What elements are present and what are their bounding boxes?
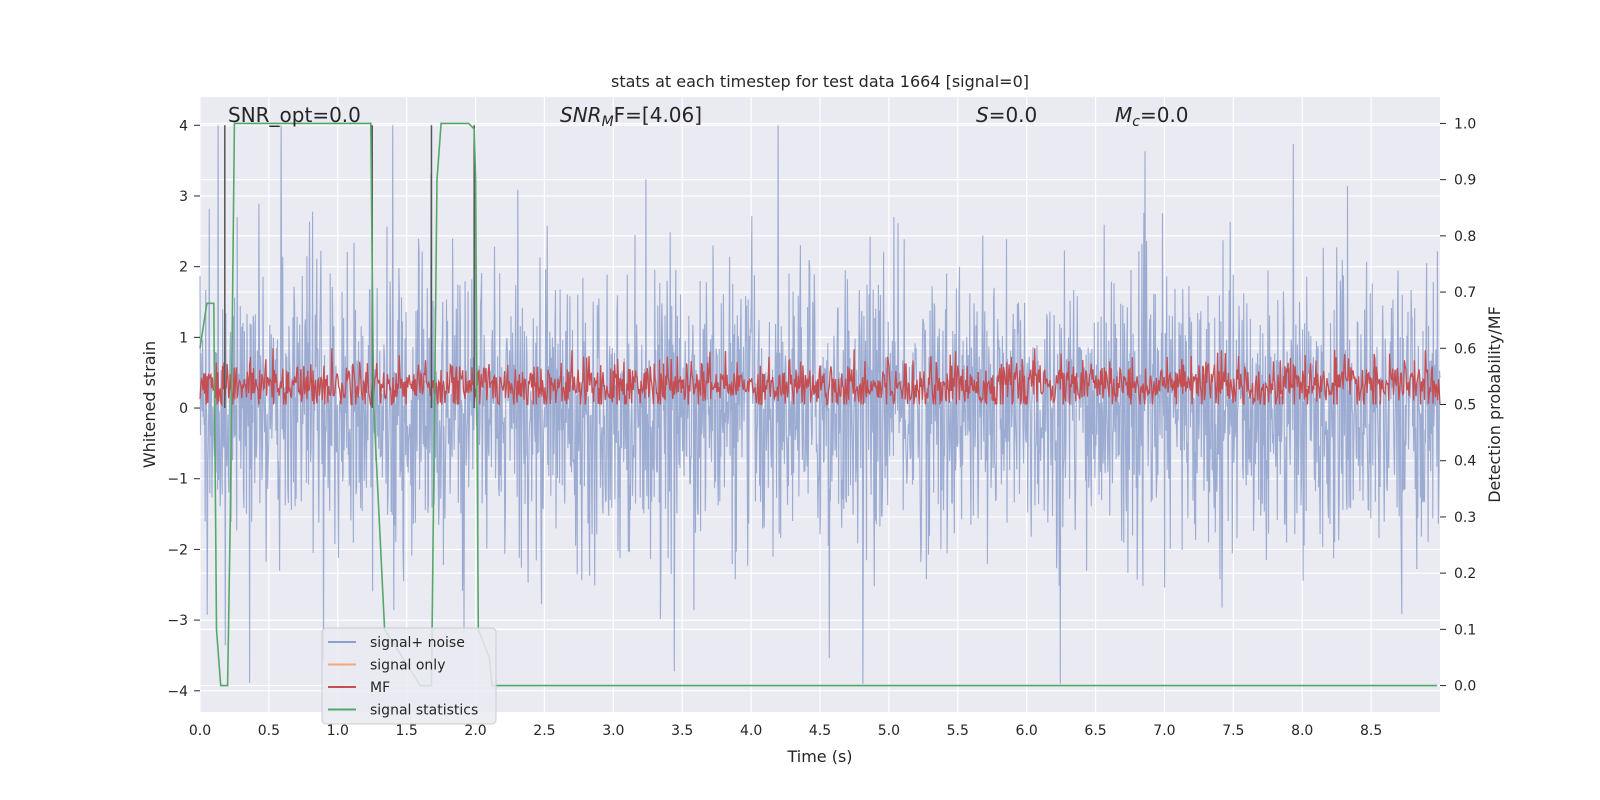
y-tick-label: 1 [179,330,188,346]
y-tick-label: −1 [167,472,188,488]
y2-tick-label: 0.3 [1454,510,1476,526]
legend-box [321,627,497,725]
x-tick-label: 1.5 [396,723,418,739]
x-tick-label: 7.5 [1222,723,1244,739]
y2-tick-label: 0.6 [1454,341,1476,357]
x-tick-label: 8.0 [1291,723,1313,739]
legend-label: signal statistics [370,703,478,719]
y-tick-label: 4 [179,118,188,134]
y2-tick-label: 1.0 [1454,116,1476,132]
x-tick-label: 6.0 [1016,723,1038,739]
x-axis-title: Time (s) [786,747,852,766]
x-tick-label: 1.0 [327,723,349,739]
y-tick-label: 2 [179,260,188,276]
y-tick-label: 3 [179,189,188,205]
y-tick-label: −3 [167,613,188,629]
x-tick-label: 4.5 [809,723,831,739]
annotation-1: SNR_opt=0.0 [228,103,361,127]
x-tick-label: 2.5 [533,723,555,739]
annotations: SNR_opt=0.0 SNRMF=[4.06] S=0.0 Mc=0.0 [228,103,1189,130]
legend-label: signal+ noise [370,635,465,651]
x-tick-label: 3.5 [671,723,693,739]
y-tick-label: 0 [179,401,188,417]
legend-label: signal only [370,658,445,674]
series-mf-line [199,348,1441,407]
x-tick-label: 3.0 [602,723,624,739]
y2-tick-label: 0.4 [1454,454,1476,470]
y2-tick-label: 0.1 [1454,622,1476,638]
y2-tick-label: 0.7 [1454,285,1476,301]
x-tick-label: 0.5 [258,723,280,739]
chart-title: stats at each timestep for test data 166… [611,72,1029,91]
annotation-3: S=0.0 [976,103,1037,127]
series-layer [199,122,1441,687]
y2-tick-label: 0.5 [1454,398,1476,414]
annotation-4: Mc=0.0 [1115,103,1189,130]
series-signal-statistics-line [199,122,1438,687]
x-tick-label: 5.5 [947,723,969,739]
x-tick-label: 4.0 [740,723,762,739]
y2-axis-title: Detection probability/MF [1485,306,1504,503]
x-tick-label: 6.5 [1084,723,1106,739]
y-axis-title: Whitened strain [140,341,159,468]
x-tick-label: 5.0 [878,723,900,739]
x-tick-label: 2.0 [464,723,486,739]
legend: signal+ noise signal only MF signal statist… [321,627,497,725]
legend-label: MF [370,680,390,696]
y2-tick-label: 0.2 [1454,566,1476,582]
y-tick-label: −4 [167,684,188,700]
x-tick-label: 7.0 [1153,723,1175,739]
annotation-2: SNRMF=[4.06] [560,103,702,130]
x-tick-label: 8.5 [1360,723,1382,739]
x-tick-label: 0.0 [189,723,211,739]
y2-tick-label: 0.9 [1454,173,1476,189]
tick-labels: 0.0 0.5 1.0 1.5 2.0 2.5 3.0 3.5 4.0 4.5 5.0 5.5 6.0 6… [167,116,1476,739]
y2-tick-label: 0.0 [1454,679,1476,695]
y2-tick-label: 0.8 [1454,229,1476,245]
series-signal-noise-line [199,125,1441,684]
y-tick-label: −2 [167,542,188,558]
